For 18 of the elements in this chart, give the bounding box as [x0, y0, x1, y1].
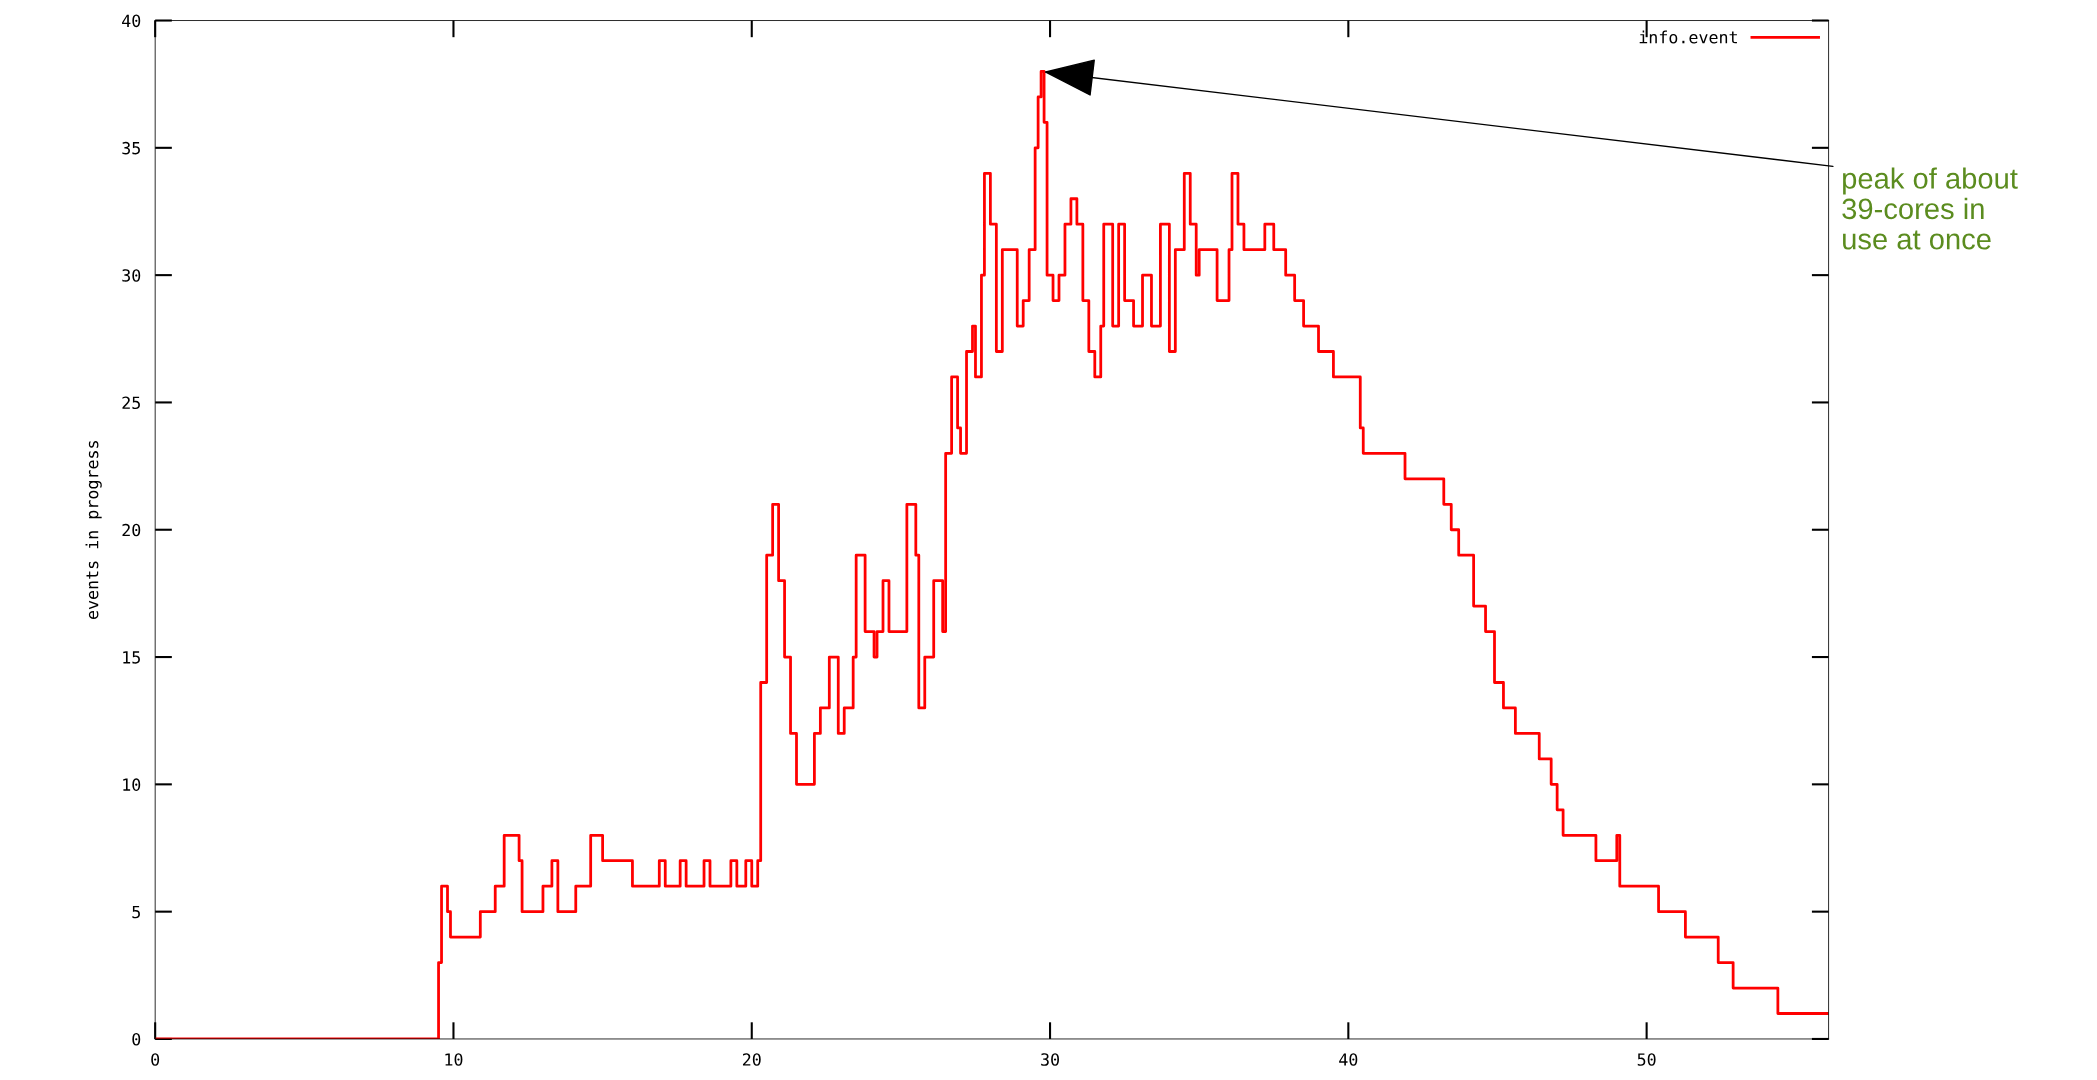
y-tick-label: 20 [122, 523, 141, 537]
y-axis-title: events in progress [85, 441, 102, 620]
legend-label: info.event [1639, 30, 1737, 44]
y-tick-label: 10 [123, 778, 141, 791]
y-tick-label: 5 [132, 905, 140, 919]
x-tick-label: 10 [445, 1053, 463, 1066]
y-tick-label: 40 [122, 14, 141, 28]
y-tick-label: 15 [123, 651, 140, 664]
x-tick-label: 30 [1041, 1053, 1059, 1066]
x-tick-label: 40 [1339, 1053, 1358, 1066]
x-tick-label: 20 [742, 1053, 761, 1066]
x-tick-label: 0 [151, 1053, 160, 1066]
annotation: peak of about 39-cores in use at once [1842, 167, 2018, 250]
y-tick-label: 35 [122, 141, 140, 155]
y-tick-label: 30 [122, 269, 141, 282]
x-tick-label: 50 [1637, 1053, 1656, 1066]
y-tick-label: 25 [122, 396, 140, 410]
y-tick-label: 0 [132, 1032, 141, 1046]
